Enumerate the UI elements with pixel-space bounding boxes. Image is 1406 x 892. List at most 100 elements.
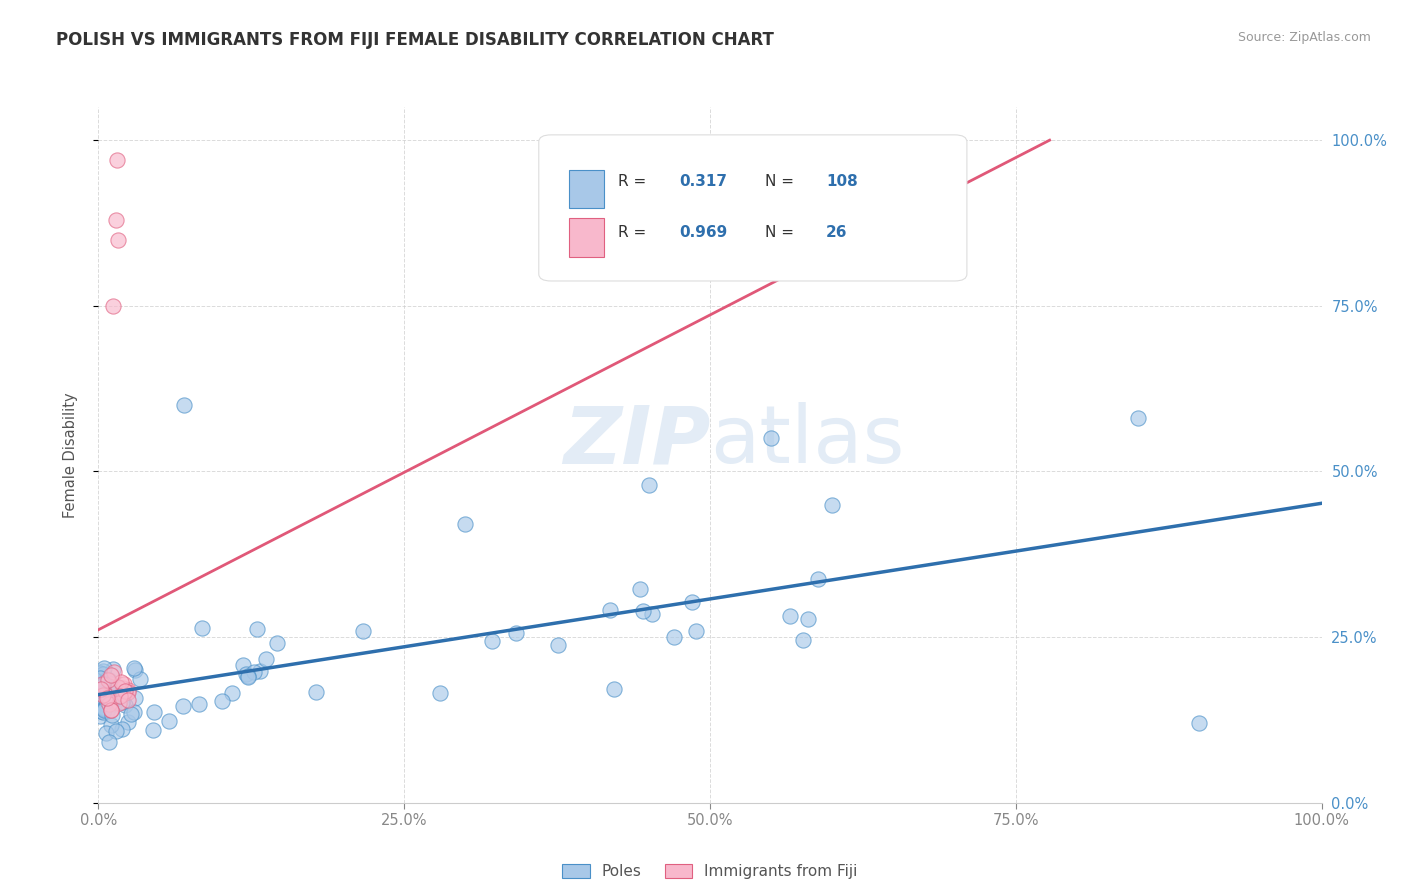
Bar (569, 169, 603, 208)
Point (761, 431, 783, 445)
Point (91, 665, 114, 679)
Text: Source: ZipAtlas.com: Source: ZipAtlas.com (1237, 31, 1371, 45)
Point (89, 708, 111, 723)
Point (97, 691, 120, 706)
Point (188, 697, 211, 711)
Point (641, 607, 664, 621)
Point (94, 688, 117, 702)
Point (114, 698, 136, 712)
Point (101, 683, 124, 698)
Point (96, 678, 118, 692)
Point (111, 687, 134, 701)
Point (662, 630, 685, 644)
Point (97, 673, 120, 687)
Point (211, 694, 233, 708)
Point (124, 663, 146, 677)
Point (100, 677, 122, 691)
Point (107, 233, 129, 247)
Point (249, 664, 271, 678)
Point (112, 677, 135, 691)
Point (243, 665, 266, 679)
Text: N =: N = (765, 174, 799, 189)
Point (93, 684, 115, 698)
Text: 26: 26 (827, 225, 848, 240)
Point (779, 609, 801, 624)
Point (90, 701, 112, 715)
Point (94, 688, 117, 702)
Point (107, 681, 129, 695)
Point (91, 688, 114, 702)
Text: POLISH VS IMMIGRANTS FROM FIJI FEMALE DISABILITY CORRELATION CHART: POLISH VS IMMIGRANTS FROM FIJI FEMALE DI… (56, 31, 775, 49)
Point (104, 724, 127, 739)
Point (143, 705, 166, 719)
Point (142, 723, 165, 737)
FancyBboxPatch shape (538, 135, 967, 281)
Point (114, 684, 136, 698)
Point (97, 734, 120, 748)
Point (124, 691, 146, 706)
Legend: Poles, Immigrants from Fiji: Poles, Immigrants from Fiji (557, 858, 863, 886)
Point (91, 667, 114, 681)
Point (94, 681, 117, 696)
Point (128, 672, 150, 686)
Point (94, 692, 117, 706)
Point (807, 572, 830, 586)
Text: 108: 108 (827, 174, 858, 189)
Point (90, 704, 112, 718)
Point (117, 683, 139, 698)
Point (547, 638, 569, 652)
Point (173, 398, 195, 412)
Text: R =: R = (619, 225, 651, 240)
Text: ZIP: ZIP (562, 402, 710, 480)
Point (100, 718, 122, 732)
Point (103, 665, 125, 679)
Point (101, 707, 124, 722)
Point (110, 695, 132, 709)
Point (93, 703, 115, 717)
Point (97, 676, 120, 690)
Point (98, 691, 121, 706)
Point (93, 661, 115, 675)
Point (89, 666, 111, 681)
Point (110, 674, 132, 689)
Point (90, 677, 112, 691)
Point (101, 299, 124, 313)
Point (111, 722, 134, 736)
Point (117, 692, 139, 706)
Point (93, 701, 115, 715)
Point (1128, 411, 1150, 425)
Point (91, 679, 114, 693)
Point (108, 696, 131, 710)
Point (100, 695, 122, 709)
Point (89, 693, 111, 707)
Point (98, 698, 121, 712)
Point (599, 602, 621, 616)
Point (105, 681, 128, 695)
Point (236, 669, 259, 683)
Point (1188, 716, 1211, 731)
Point (124, 706, 146, 720)
Point (603, 681, 626, 696)
Point (105, 153, 128, 167)
Point (91, 683, 114, 698)
Point (90, 681, 112, 696)
Point (681, 595, 703, 609)
Point (96, 704, 118, 718)
Bar (569, 219, 603, 257)
Point (797, 612, 820, 626)
Point (235, 667, 257, 681)
Point (91, 696, 114, 710)
Point (122, 661, 145, 675)
Point (429, 686, 451, 700)
Point (638, 477, 661, 491)
Point (100, 703, 122, 717)
Point (821, 498, 844, 512)
Point (685, 624, 707, 639)
Point (90, 691, 112, 706)
Text: atlas: atlas (710, 402, 904, 480)
Point (352, 624, 374, 638)
Point (100, 681, 122, 696)
Y-axis label: Female Disability: Female Disability (63, 392, 77, 517)
Point (103, 662, 125, 676)
Point (232, 658, 254, 673)
